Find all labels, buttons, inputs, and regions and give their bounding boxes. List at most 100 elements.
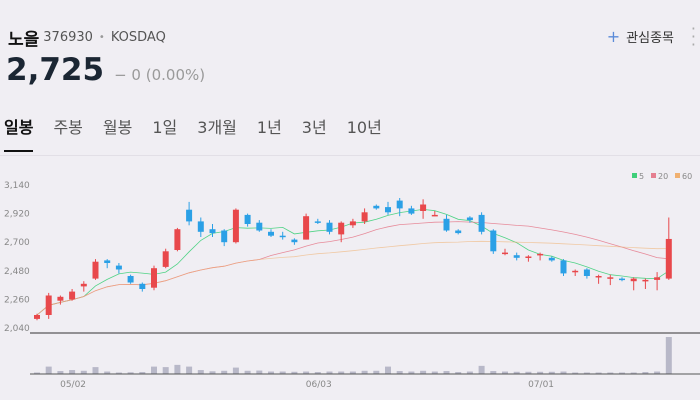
- separator-dot: •: [98, 31, 105, 43]
- tab-monthly[interactable]: 월봉: [102, 118, 133, 137]
- candle-body: [268, 231, 274, 236]
- price-row: 2,725 − 0 (0.00%): [6, 52, 205, 88]
- candle-body: [443, 218, 450, 231]
- current-price: 2,725: [6, 52, 105, 88]
- volume-bar: [513, 371, 520, 374]
- volume-bar: [654, 371, 661, 374]
- candle: [572, 269, 579, 276]
- candle-body: [57, 296, 64, 301]
- volume-bar: [572, 372, 579, 374]
- candle: [455, 229, 462, 235]
- candle: [607, 274, 614, 286]
- volume-bar: [525, 371, 532, 374]
- candle-body: [221, 230, 228, 243]
- candle: [665, 217, 672, 280]
- candle: [642, 278, 649, 289]
- candle: [537, 252, 544, 261]
- candlestick-chart[interactable]: 5 20 60 3,140 2,920 2,700 2,480 2,260 2,040 05/…: [0, 170, 700, 400]
- volume-bar: [104, 371, 111, 374]
- candle-body: [338, 222, 345, 235]
- tab-weekly[interactable]: 주봉: [53, 118, 83, 137]
- candle-body: [314, 221, 321, 223]
- volume-bar: [34, 372, 40, 374]
- legend-label: 5: [639, 172, 644, 181]
- volume-bar: [420, 370, 427, 374]
- candle-body: [654, 277, 661, 280]
- ma20-line: [36, 221, 669, 316]
- y-tick-label: 2,040: [4, 324, 30, 334]
- y-tick-label: 2,480: [4, 267, 30, 277]
- candle: [314, 218, 321, 224]
- candle: [45, 292, 52, 319]
- volume-bar: [443, 371, 450, 374]
- candle: [420, 199, 427, 219]
- volume-bar: [502, 371, 508, 374]
- candle: [232, 208, 239, 244]
- candle: [490, 229, 497, 254]
- volume-bar: [57, 371, 64, 374]
- volume-bar: [537, 371, 544, 374]
- candle-body: [349, 221, 356, 226]
- volume-bar: [431, 371, 438, 374]
- candle-body: [162, 251, 169, 267]
- candle: [385, 201, 391, 215]
- candle: [513, 252, 520, 261]
- x-axis: 05/02 06/03 07/01: [60, 380, 554, 390]
- candle: [221, 229, 228, 247]
- volume-bar: [232, 367, 239, 374]
- x-tick-label: 07/01: [528, 380, 554, 390]
- candle-body: [291, 239, 298, 243]
- legend-swatch: [651, 173, 656, 178]
- candle-body: [466, 217, 473, 221]
- candle: [268, 229, 274, 237]
- tab-3year[interactable]: 3년: [301, 118, 327, 137]
- volume-bar: [221, 370, 228, 374]
- volume-bar: [244, 370, 251, 374]
- candle: [57, 295, 64, 305]
- x-tick-label: 06/03: [306, 380, 332, 390]
- candle-body: [642, 279, 649, 282]
- ma-legend: 5 20 60: [632, 172, 692, 181]
- candle-body: [502, 252, 508, 255]
- y-tick-label: 3,140: [4, 181, 30, 191]
- candle-body: [408, 208, 415, 214]
- candle: [361, 208, 368, 224]
- candle: [162, 248, 169, 269]
- volume-bar: [162, 367, 169, 374]
- tab-1day[interactable]: 1일: [152, 118, 178, 137]
- more-options-icon[interactable]: · · ·: [690, 19, 696, 54]
- price-change: − 0 (0.00%): [114, 66, 205, 84]
- tab-1year[interactable]: 1년: [256, 118, 282, 137]
- volume-bar: [151, 366, 157, 374]
- add-watchlist-button[interactable]: + 관심종목: [607, 27, 674, 46]
- candle-body: [174, 229, 181, 250]
- volume-bar: [455, 372, 462, 374]
- legend-swatch: [675, 173, 680, 178]
- candle-body: [45, 295, 52, 315]
- candle-body: [478, 214, 485, 232]
- tab-3month[interactable]: 3개월: [197, 118, 237, 137]
- candle-body: [548, 257, 555, 261]
- price-change-value: 0 (0.00%): [131, 66, 206, 84]
- candle: [630, 277, 637, 291]
- candle-body: [69, 291, 76, 300]
- candle-body: [385, 207, 391, 213]
- volume-bar: [560, 371, 567, 374]
- candle-body: [607, 277, 614, 279]
- stock-market: KOSDAQ: [110, 29, 166, 45]
- volume-bar: [478, 365, 485, 374]
- tab-10year[interactable]: 10년: [346, 118, 382, 137]
- y-tick-label: 2,920: [4, 210, 30, 220]
- candle: [478, 212, 485, 235]
- volume-bar: [326, 371, 333, 374]
- tab-daily[interactable]: 일봉: [4, 114, 34, 152]
- candle-body: [373, 205, 380, 209]
- candle-body: [630, 278, 637, 282]
- candle: [244, 213, 251, 227]
- volume-bar: [466, 371, 473, 374]
- volume-bar: [595, 372, 602, 374]
- plus-icon: +: [606, 26, 621, 46]
- volume-bar: [268, 371, 274, 374]
- candle-body: [209, 229, 216, 234]
- candle-body: [665, 238, 672, 279]
